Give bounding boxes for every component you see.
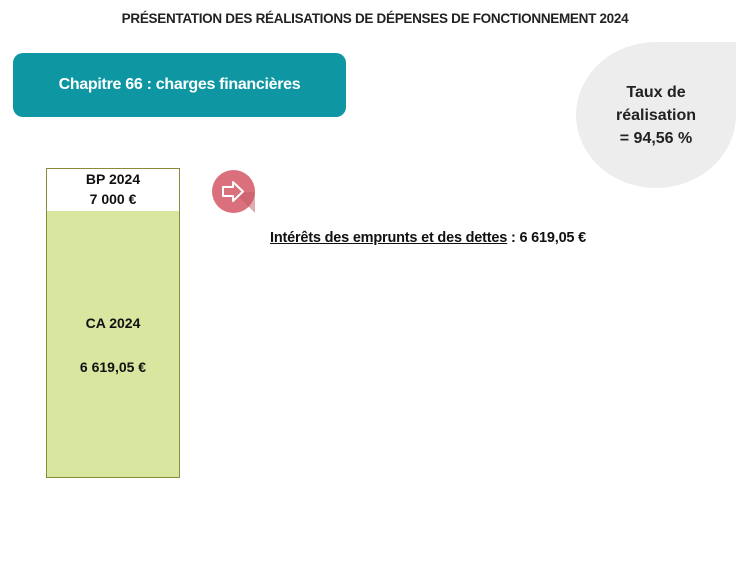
- arrow-right-icon: [212, 170, 255, 213]
- detail-label: Intérêts des emprunts et des dettes: [270, 230, 508, 246]
- rate-value: = 94,56 %: [619, 129, 693, 147]
- ca-box: CA 2024 6 619,05 €: [46, 211, 180, 478]
- ca-label: CA 2024: [85, 315, 141, 331]
- bp-value: 7 000 €: [89, 191, 137, 207]
- realisation-rate-badge: Taux de réalisation = 94,56 %: [576, 42, 736, 188]
- rate-line-2: réalisation: [615, 106, 697, 124]
- detail-line: Intérêts des emprunts et des dettes : 6 …: [270, 230, 586, 246]
- chapter-banner: Chapitre 66 : charges financières: [13, 53, 346, 117]
- bp-box: BP 2024 7 000 €: [46, 168, 180, 212]
- rate-line-1: Taux de: [626, 83, 686, 101]
- bp-label: BP 2024: [85, 171, 141, 187]
- detail-value: : 6 619,05 €: [507, 230, 586, 246]
- ca-value: 6 619,05 €: [79, 359, 147, 375]
- page-title: PRÉSENTATION DES RÉALISATIONS DE DÉPENSE…: [121, 11, 629, 26]
